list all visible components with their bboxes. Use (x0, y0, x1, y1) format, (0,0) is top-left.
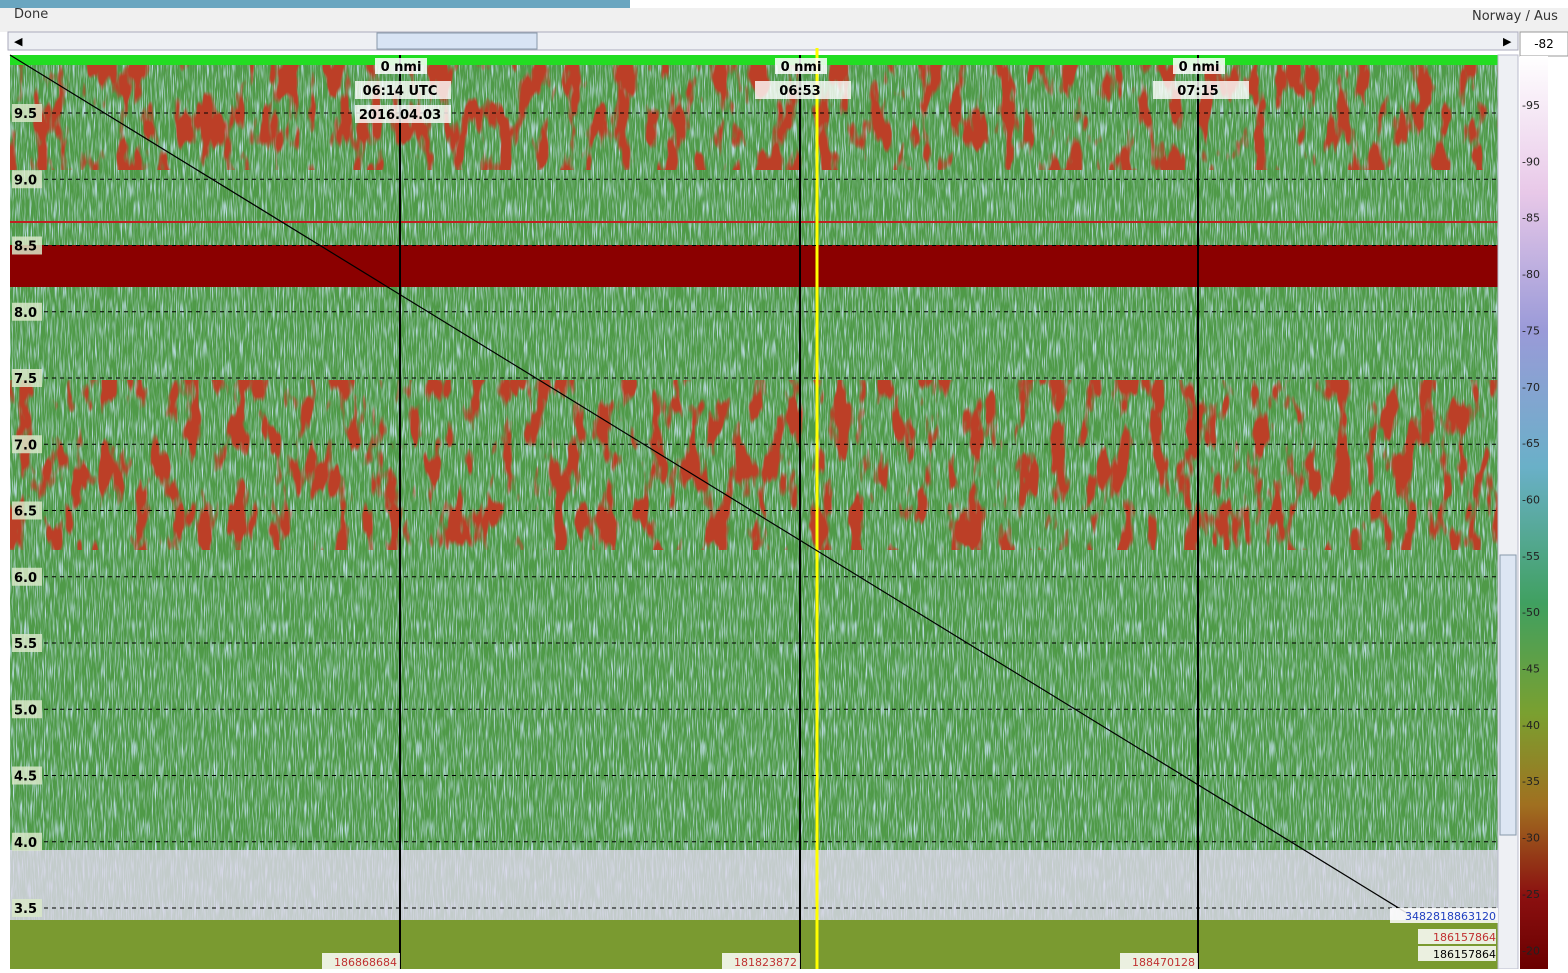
echogram-window: Done Norway / Aus ◀ ▶ -82 9.5 9.0 8.5 8.0 7.… (0, 0, 1568, 969)
scale-label: -45 (1522, 663, 1540, 676)
scale-label: -20 (1522, 944, 1540, 957)
depth-label: 9.5 (14, 107, 37, 122)
scale-label: -65 (1522, 437, 1540, 450)
scrollbar[interactable] (8, 32, 1518, 50)
scroll-thumb[interactable] (377, 33, 537, 49)
marker-distance: 0 nmi (781, 60, 822, 75)
scale-label: -80 (1522, 268, 1540, 281)
status-bar (0, 8, 1568, 32)
v-scroll-thumb[interactable] (1500, 555, 1516, 835)
track-label: 186157864 (1433, 931, 1496, 944)
bottom-label: 181823872 (734, 956, 797, 969)
scale-label: -55 (1522, 550, 1540, 563)
echo-layer (10, 380, 1498, 550)
depth-label: 6.5 (14, 505, 37, 520)
ping-strip (10, 55, 1498, 65)
bottom-label: 188470128 (1132, 956, 1195, 969)
depth-label: 3.5 (14, 902, 37, 917)
marker-time: 06:14 UTC (363, 84, 438, 99)
marker-time: 07:15 (1177, 84, 1218, 99)
depth-label: 7.5 (14, 372, 37, 387)
depth-label: 4.0 (14, 836, 37, 851)
track-label: 3482818863120 (1405, 910, 1496, 923)
scale-label: -30 (1522, 832, 1540, 845)
red-band (10, 245, 1498, 287)
scale-label: -95 (1522, 99, 1540, 112)
region-text: Norway / Aus (1472, 9, 1558, 24)
depth-label: 6.0 (14, 571, 37, 586)
scale-label: -85 (1522, 212, 1540, 225)
marker-distance: 0 nmi (381, 60, 422, 75)
echo-layer (10, 60, 1498, 170)
depth-label: 4.5 (14, 770, 37, 785)
depth-label: 7.0 (14, 438, 37, 453)
depth-label: 8.5 (14, 240, 37, 255)
scale-label: -60 (1522, 493, 1540, 506)
status-text: Done (14, 7, 48, 22)
depth-label: 9.0 (14, 173, 37, 188)
scroll-right[interactable]: ▶ (1503, 35, 1512, 48)
scale-label: -35 (1522, 775, 1540, 788)
marker-time: 06:53 (779, 84, 820, 99)
depth-label: 5.5 (14, 637, 37, 652)
marker-distance: 0 nmi (1179, 60, 1220, 75)
top-strip (0, 0, 630, 8)
depth-label: 5.0 (14, 703, 37, 718)
bottom-label: 186868684 (334, 956, 397, 969)
seabed-echo (10, 850, 1498, 920)
marker-date: 2016.04.03 (359, 108, 441, 123)
depth-label: 8.0 (14, 306, 37, 321)
scale-label: -75 (1522, 324, 1540, 337)
echogram (10, 48, 1498, 969)
scale-label: -25 (1522, 888, 1540, 901)
scale-label: -40 (1522, 719, 1540, 732)
track-label: 186157864 (1433, 948, 1496, 961)
scale-top: -82 (1534, 37, 1554, 51)
scroll-left[interactable]: ◀ (14, 35, 23, 48)
scale-label: -50 (1522, 606, 1540, 619)
scale-label: -90 (1522, 155, 1540, 168)
scale-label: -70 (1522, 381, 1540, 394)
